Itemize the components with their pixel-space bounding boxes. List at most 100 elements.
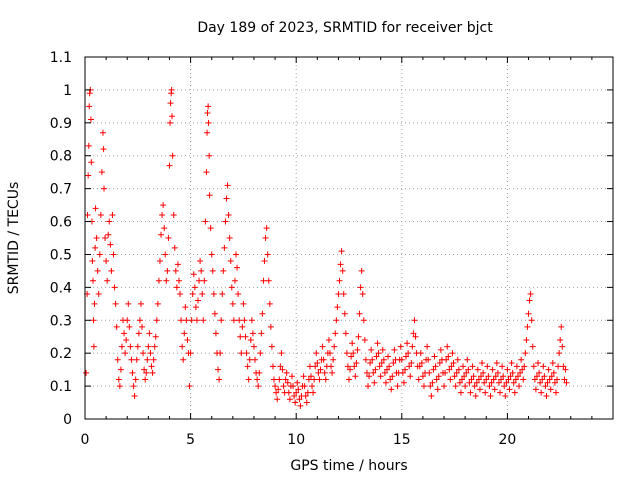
data-point bbox=[88, 159, 95, 166]
data-point bbox=[514, 373, 521, 380]
data-point bbox=[286, 396, 293, 403]
data-point bbox=[504, 366, 511, 373]
data-point bbox=[278, 350, 285, 357]
data-point bbox=[419, 373, 426, 380]
data-point bbox=[103, 258, 110, 265]
data-point bbox=[206, 152, 213, 159]
grid bbox=[85, 57, 613, 419]
data-point bbox=[455, 366, 462, 373]
data-point bbox=[237, 333, 244, 340]
data-point bbox=[153, 317, 160, 324]
data-point bbox=[330, 356, 337, 363]
data-point bbox=[170, 211, 177, 218]
data-point bbox=[145, 343, 152, 350]
data-point bbox=[89, 258, 96, 265]
data-point bbox=[363, 369, 370, 376]
data-point bbox=[116, 383, 123, 390]
data-point bbox=[443, 356, 450, 363]
x-axis-label: GPS time / hours bbox=[290, 458, 407, 474]
data-point bbox=[563, 379, 570, 386]
data-point bbox=[241, 317, 248, 324]
data-point bbox=[329, 369, 336, 376]
data-point bbox=[239, 323, 246, 330]
data-point bbox=[487, 392, 494, 399]
data-point bbox=[97, 211, 104, 218]
data-point bbox=[388, 386, 395, 393]
data-point bbox=[462, 383, 469, 390]
data-point bbox=[546, 376, 553, 383]
data-point bbox=[313, 350, 320, 357]
data-point bbox=[307, 373, 314, 380]
data-point bbox=[168, 86, 175, 93]
data-point bbox=[162, 251, 169, 258]
data-point bbox=[166, 162, 173, 169]
data-point bbox=[187, 350, 194, 357]
data-point bbox=[503, 379, 510, 386]
data-point bbox=[410, 330, 417, 337]
data-point bbox=[444, 343, 451, 350]
data-point bbox=[274, 396, 281, 403]
data-point bbox=[376, 363, 383, 370]
data-point bbox=[273, 389, 280, 396]
data-point bbox=[150, 356, 157, 363]
data-point bbox=[384, 366, 391, 373]
data-point bbox=[407, 373, 414, 380]
data-point bbox=[165, 235, 172, 241]
data-point bbox=[337, 261, 344, 268]
data-point bbox=[499, 363, 506, 370]
data-point bbox=[544, 379, 551, 386]
data-point bbox=[386, 363, 393, 370]
data-point bbox=[197, 258, 204, 265]
data-point bbox=[127, 343, 134, 350]
data-point bbox=[507, 373, 514, 380]
data-point bbox=[448, 363, 455, 370]
data-point bbox=[359, 290, 366, 297]
data-point bbox=[385, 353, 392, 360]
data-point bbox=[484, 363, 491, 370]
data-point bbox=[192, 304, 199, 311]
data-point bbox=[230, 317, 237, 324]
data-point bbox=[528, 317, 535, 324]
data-point bbox=[501, 383, 508, 390]
data-point bbox=[84, 211, 91, 218]
data-point bbox=[461, 373, 468, 380]
data-point bbox=[254, 376, 261, 383]
y-tick-label: 0.4 bbox=[50, 280, 72, 296]
data-point bbox=[297, 402, 304, 409]
data-point bbox=[172, 267, 179, 274]
data-point bbox=[556, 350, 563, 357]
data-point bbox=[109, 211, 116, 218]
data-point bbox=[506, 386, 513, 393]
data-point bbox=[160, 202, 167, 209]
data-point bbox=[347, 366, 354, 373]
data-point bbox=[131, 392, 138, 399]
data-point bbox=[465, 366, 472, 373]
data-point bbox=[311, 376, 318, 383]
data-point bbox=[552, 389, 559, 396]
data-point bbox=[295, 386, 302, 393]
data-point bbox=[193, 317, 200, 324]
data-point bbox=[260, 277, 267, 284]
data-point bbox=[467, 389, 474, 396]
data-point bbox=[403, 353, 410, 360]
data-point bbox=[204, 109, 211, 116]
data-point bbox=[236, 317, 243, 324]
data-point bbox=[294, 379, 301, 386]
data-point bbox=[309, 383, 316, 390]
data-point bbox=[125, 300, 132, 307]
data-point bbox=[382, 379, 389, 386]
data-point bbox=[139, 323, 146, 330]
data-point bbox=[112, 300, 119, 307]
y-tick-label: 0.3 bbox=[50, 313, 72, 329]
data-point bbox=[326, 350, 333, 357]
data-point bbox=[474, 366, 481, 373]
data-point bbox=[446, 366, 453, 373]
data-point bbox=[351, 363, 358, 370]
data-point bbox=[231, 277, 238, 284]
data-point bbox=[314, 360, 321, 367]
data-point bbox=[366, 373, 373, 380]
data-point bbox=[450, 360, 457, 367]
data-point bbox=[128, 356, 135, 363]
data-point bbox=[151, 343, 158, 350]
y-tick-label: 0.2 bbox=[50, 346, 72, 362]
